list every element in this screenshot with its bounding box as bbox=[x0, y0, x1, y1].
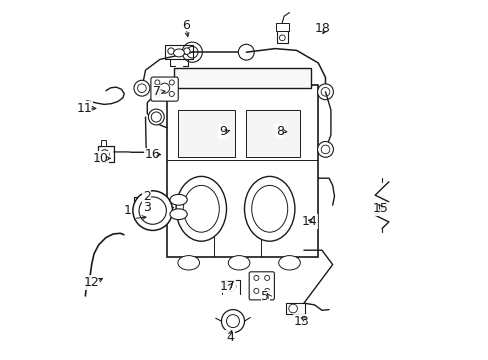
Ellipse shape bbox=[170, 194, 187, 205]
FancyBboxPatch shape bbox=[249, 272, 274, 300]
Circle shape bbox=[221, 310, 244, 333]
Circle shape bbox=[264, 275, 269, 280]
Circle shape bbox=[182, 42, 202, 62]
Circle shape bbox=[288, 304, 297, 313]
Ellipse shape bbox=[183, 185, 219, 232]
Ellipse shape bbox=[176, 176, 226, 241]
Circle shape bbox=[317, 141, 333, 157]
Circle shape bbox=[148, 109, 164, 125]
Circle shape bbox=[133, 191, 172, 230]
Ellipse shape bbox=[170, 209, 187, 220]
Circle shape bbox=[167, 48, 174, 54]
Circle shape bbox=[169, 80, 174, 85]
Circle shape bbox=[186, 46, 198, 58]
Text: 12: 12 bbox=[83, 276, 99, 289]
Text: 15: 15 bbox=[372, 202, 388, 215]
Bar bbox=[167, 85, 318, 257]
Text: 14: 14 bbox=[301, 215, 317, 228]
Text: 17: 17 bbox=[219, 280, 235, 293]
Text: 9: 9 bbox=[219, 125, 226, 138]
Text: 10: 10 bbox=[92, 152, 108, 165]
Circle shape bbox=[253, 288, 258, 293]
Text: 6: 6 bbox=[182, 19, 190, 32]
Text: 18: 18 bbox=[314, 22, 330, 35]
Ellipse shape bbox=[228, 256, 249, 270]
Text: 4: 4 bbox=[225, 331, 234, 344]
Bar bbox=[246, 110, 300, 157]
Circle shape bbox=[226, 315, 239, 328]
Text: 13: 13 bbox=[293, 315, 308, 328]
Circle shape bbox=[137, 84, 146, 93]
Circle shape bbox=[183, 48, 190, 54]
Circle shape bbox=[238, 44, 254, 60]
Circle shape bbox=[169, 91, 174, 96]
Circle shape bbox=[155, 80, 160, 85]
Circle shape bbox=[134, 80, 149, 96]
Bar bbox=[174, 68, 310, 88]
Text: 11: 11 bbox=[76, 102, 92, 114]
Bar bbox=[178, 110, 235, 157]
Circle shape bbox=[253, 275, 258, 280]
Circle shape bbox=[159, 83, 169, 93]
Text: 3: 3 bbox=[142, 201, 150, 213]
Circle shape bbox=[155, 91, 160, 96]
Bar bbox=[285, 303, 304, 314]
Circle shape bbox=[151, 112, 161, 122]
Bar bbox=[101, 140, 106, 146]
Bar bbox=[276, 27, 287, 43]
Circle shape bbox=[321, 145, 329, 154]
Text: 8: 8 bbox=[275, 125, 283, 138]
Circle shape bbox=[264, 288, 269, 293]
FancyBboxPatch shape bbox=[151, 77, 178, 101]
Text: 16: 16 bbox=[144, 148, 160, 161]
Circle shape bbox=[317, 84, 333, 100]
Ellipse shape bbox=[251, 185, 287, 232]
Text: 2: 2 bbox=[142, 190, 150, 203]
Text: 7: 7 bbox=[153, 85, 161, 98]
Ellipse shape bbox=[244, 176, 294, 241]
Circle shape bbox=[225, 282, 235, 292]
Circle shape bbox=[101, 150, 109, 158]
Ellipse shape bbox=[173, 49, 184, 57]
Bar bbox=[275, 23, 288, 31]
Circle shape bbox=[279, 35, 285, 41]
Ellipse shape bbox=[178, 256, 199, 270]
Circle shape bbox=[321, 87, 329, 96]
Ellipse shape bbox=[278, 256, 300, 270]
Circle shape bbox=[139, 197, 166, 224]
Text: 1: 1 bbox=[123, 204, 131, 217]
Text: 5: 5 bbox=[261, 291, 269, 303]
